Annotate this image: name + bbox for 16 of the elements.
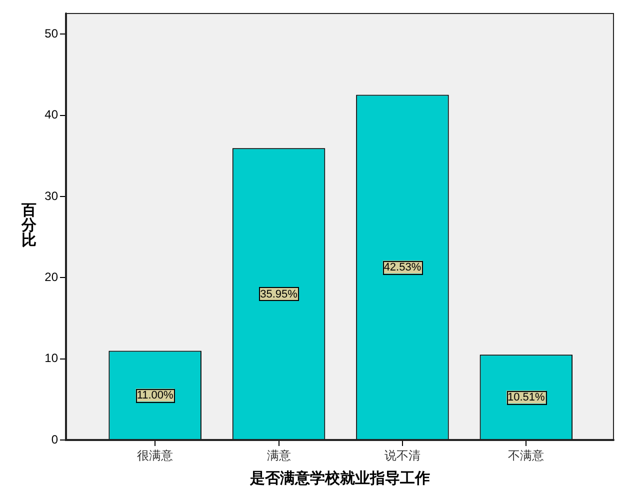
y-tick-label: 10 [44,351,58,366]
data-label: 42.53% [384,262,422,274]
x-tick-label: 不满意 [508,448,544,462]
x-axis-title: 是否满意学校就业指导工作 [249,470,430,487]
data-label: 35.95% [260,288,298,300]
x-tick-label: 说不清 [384,448,420,462]
y-axis-title: 百分比 [21,203,37,249]
x-tick-label: 很满意 [137,448,174,462]
y-tick-label: 40 [44,108,58,122]
data-label: 10.51% [508,392,546,404]
y-tick-label: 30 [44,188,58,203]
y-tick-label: 50 [44,26,58,40]
y-tick-label: 20 [44,270,58,284]
data-label: 11.00% [136,390,174,402]
y-tick-label: 0 [51,432,58,446]
x-tick-label: 满意 [266,448,291,462]
